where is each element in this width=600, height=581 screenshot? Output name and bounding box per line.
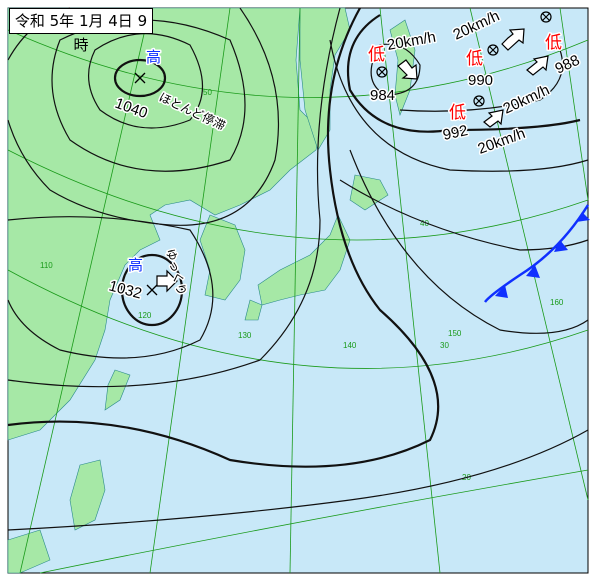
lon-label: 110 xyxy=(40,261,53,270)
low-pressure: 992 xyxy=(441,122,469,144)
low-center-icon xyxy=(473,95,485,107)
lon-label: 120 xyxy=(138,311,152,320)
motion-arrows xyxy=(156,28,549,293)
low-symbol: 低 xyxy=(449,103,466,122)
low-pressure: 990 xyxy=(468,72,493,89)
arrow-icon xyxy=(526,55,549,76)
lon-label: 140 xyxy=(343,341,357,350)
arrow-icon xyxy=(397,59,418,80)
low-center-icon xyxy=(540,11,552,23)
arrow-icon xyxy=(501,28,525,51)
lon-label: 160 xyxy=(550,298,564,307)
low-symbol: 低 xyxy=(368,45,385,64)
lat-label: 40 xyxy=(420,219,429,228)
lon-label: 150 xyxy=(448,329,462,338)
high-center-icon xyxy=(146,284,158,296)
isobars xyxy=(7,7,589,531)
arrow-icon xyxy=(483,109,504,128)
low-symbol: 低 xyxy=(466,49,483,68)
high-symbol: 高 xyxy=(128,257,143,274)
low-center-icon xyxy=(376,66,388,78)
lat-label: 50 xyxy=(203,88,212,97)
high-center-icon xyxy=(134,72,146,84)
lat-label: 30 xyxy=(440,341,449,350)
map-title: 令和 5年 1月 4日 9時 xyxy=(9,8,153,54)
cold-front xyxy=(483,204,590,303)
low-center-icon xyxy=(487,44,499,56)
lon-label: 130 xyxy=(238,331,252,340)
high-symbol: 高 xyxy=(146,49,161,66)
low-pressure: 984 xyxy=(370,87,395,104)
arrow-icon xyxy=(156,269,178,293)
low-symbol: 低 xyxy=(545,33,562,52)
center-markers xyxy=(134,11,552,296)
lat-lon-grid: 50 40 30 20 110 120 130 140 150 160 xyxy=(7,7,589,574)
